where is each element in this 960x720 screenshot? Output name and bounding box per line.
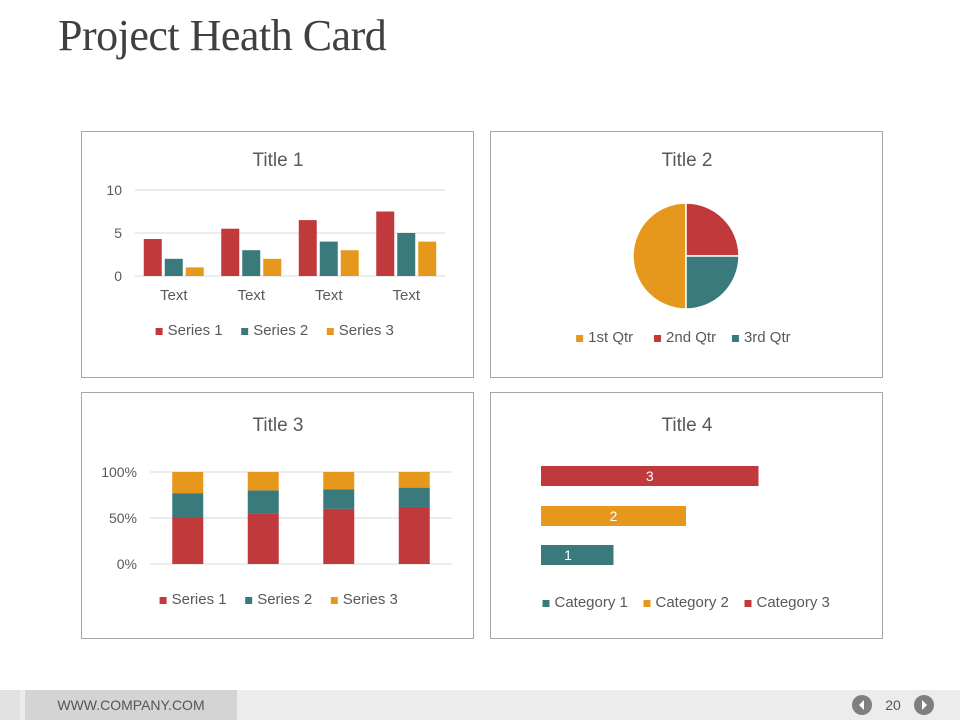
chart-3-legend-swatch-1 bbox=[159, 597, 167, 604]
chart-2-svg: Title 2 1st Qtr 2nd Qtr 3rd Qtr bbox=[576, 150, 791, 346]
chart-4-svg: Title 4 1 2 3 Category 1 Category 2 Category 3 bbox=[541, 415, 830, 611]
chart-4-bar-2 bbox=[541, 506, 686, 526]
chart-1-title: Title 1 bbox=[252, 150, 303, 171]
chart-4-legend-label-3: Category 3 bbox=[757, 594, 830, 611]
chart-2-title: Title 2 bbox=[661, 150, 712, 171]
chart-panel-3: Title 3 0% 50% 100% Series 1 Series 2 Series 3 bbox=[81, 392, 474, 639]
chart-1-bar-2-2 bbox=[242, 250, 261, 276]
footer-accent bbox=[0, 690, 20, 720]
chart-4-data-label-3: 3 bbox=[646, 468, 654, 484]
chart-1-ytick: 5 bbox=[114, 225, 122, 241]
chart-1-legend-label-3: Series 3 bbox=[339, 322, 394, 339]
chart-4-legend-swatch-3 bbox=[744, 600, 752, 607]
chart-3-legend-swatch-3 bbox=[330, 597, 338, 604]
chart-2-legend-label-2: 2nd Qtr bbox=[666, 329, 716, 346]
chart-3-ytick: 50% bbox=[109, 510, 137, 526]
chart-1-svg: Title 1 0 5 10 Text Text Text Text Series 1 Serie… bbox=[106, 150, 445, 339]
chart-4-legend-label-2: Category 2 bbox=[656, 594, 729, 611]
chart-4-bar-1 bbox=[541, 545, 614, 565]
chart-4-bar-3 bbox=[541, 466, 759, 486]
chart-2-legend-swatch-2 bbox=[654, 335, 662, 342]
chart-3-legend-label-2: Series 2 bbox=[257, 591, 312, 608]
chart-1-xtick: Text bbox=[315, 287, 343, 304]
chart-1-bar-3-4 bbox=[418, 241, 437, 276]
chart-2-legend-swatch-3 bbox=[731, 335, 739, 342]
chart-2-slice-3 bbox=[685, 255, 740, 310]
previous-slide-button[interactable] bbox=[852, 695, 872, 715]
chart-2-slice-1 bbox=[632, 202, 687, 310]
chart-panel-1: Title 1 0 5 10 Text Text Text Text Series 1 Serie… bbox=[81, 131, 474, 378]
chart-3-segment-3-1 bbox=[172, 472, 204, 494]
chart-3-ytick: 0% bbox=[117, 556, 137, 572]
chart-1-xtick: Text bbox=[160, 287, 188, 304]
footer-url[interactable]: WWW.COMPANY.COM bbox=[25, 690, 237, 720]
chart-4-legend-swatch-2 bbox=[643, 600, 651, 607]
chart-1-bar-1-3 bbox=[298, 220, 317, 276]
chart-panel-4: Title 4 1 2 3 Category 1 Category 2 Category 3 bbox=[490, 392, 883, 639]
chevron-right-icon bbox=[922, 700, 927, 710]
chart-1-legend-swatch-1 bbox=[155, 328, 163, 335]
chart-1-bar-2-3 bbox=[319, 241, 338, 276]
chart-3-segment-2-1 bbox=[172, 493, 204, 518]
chart-3-segment-2-2 bbox=[247, 490, 279, 514]
chart-3-segment-3-4 bbox=[398, 472, 430, 488]
chart-3-title: Title 3 bbox=[252, 415, 303, 436]
chart-1-bar-2-4 bbox=[397, 233, 416, 276]
chart-4-title: Title 4 bbox=[661, 415, 712, 436]
footer-url-text: WWW.COMPANY.COM bbox=[57, 697, 205, 713]
chart-4-legend-swatch-1 bbox=[542, 600, 550, 607]
chart-1-legend-label-1: Series 1 bbox=[168, 322, 223, 339]
chart-3-segment-2-3 bbox=[323, 489, 355, 509]
chart-2-legend-label-3: 3rd Qtr bbox=[744, 329, 791, 346]
chart-1-bar-3-3 bbox=[340, 250, 359, 276]
chart-2-slice-2 bbox=[685, 202, 740, 257]
chart-2-legend-label-1: 1st Qtr bbox=[588, 329, 633, 346]
chart-4-data-label-1: 1 bbox=[564, 547, 572, 563]
chart-1-bar-1-1 bbox=[143, 239, 162, 276]
chart-3-legend-label-1: Series 1 bbox=[172, 591, 227, 608]
page-number: 20 bbox=[885, 697, 901, 713]
chart-1-xtick: Text bbox=[237, 287, 265, 304]
chart-3-segment-1-1 bbox=[172, 518, 204, 564]
chart-4-data-label-2: 2 bbox=[610, 508, 618, 524]
chart-1-bar-1-2 bbox=[221, 228, 240, 276]
chart-1-legend-swatch-2 bbox=[241, 328, 249, 335]
chart-1-bar-1-4 bbox=[376, 211, 395, 276]
chart-1-ytick: 0 bbox=[114, 268, 122, 284]
slide-title: Project Heath Card bbox=[58, 11, 387, 60]
chart-2-legend-swatch-1 bbox=[576, 335, 584, 342]
chart-3-svg: Title 3 0% 50% 100% Series 1 Series 2 Series 3 bbox=[101, 415, 452, 608]
chart-1-xtick: Text bbox=[392, 287, 420, 304]
chart-3-legend-label-3: Series 3 bbox=[343, 591, 398, 608]
chart-3-segment-1-4 bbox=[398, 506, 430, 564]
chart-1-legend-label-2: Series 2 bbox=[253, 322, 308, 339]
chart-1-bar-3-1 bbox=[185, 267, 204, 276]
chart-3-segment-3-2 bbox=[247, 472, 279, 491]
chart-3-segment-1-3 bbox=[323, 508, 355, 564]
chart-3-segment-2-4 bbox=[398, 487, 430, 507]
next-slide-button[interactable] bbox=[914, 695, 934, 715]
chart-3-ytick: 100% bbox=[101, 464, 137, 480]
chevron-left-icon bbox=[859, 700, 864, 710]
chart-3-segment-1-2 bbox=[247, 513, 279, 564]
chart-3-segment-3-3 bbox=[323, 472, 355, 490]
chart-1-bar-3-2 bbox=[263, 258, 282, 276]
chart-3-legend-swatch-2 bbox=[245, 597, 253, 604]
chart-1-bar-2-1 bbox=[164, 258, 183, 276]
chart-4-legend-label-1: Category 1 bbox=[555, 594, 628, 611]
chart-1-legend-swatch-3 bbox=[326, 328, 334, 335]
chart-panel-2: Title 2 1st Qtr 2nd Qtr 3rd Qtr bbox=[490, 131, 883, 378]
chart-1-ytick: 10 bbox=[106, 182, 122, 198]
